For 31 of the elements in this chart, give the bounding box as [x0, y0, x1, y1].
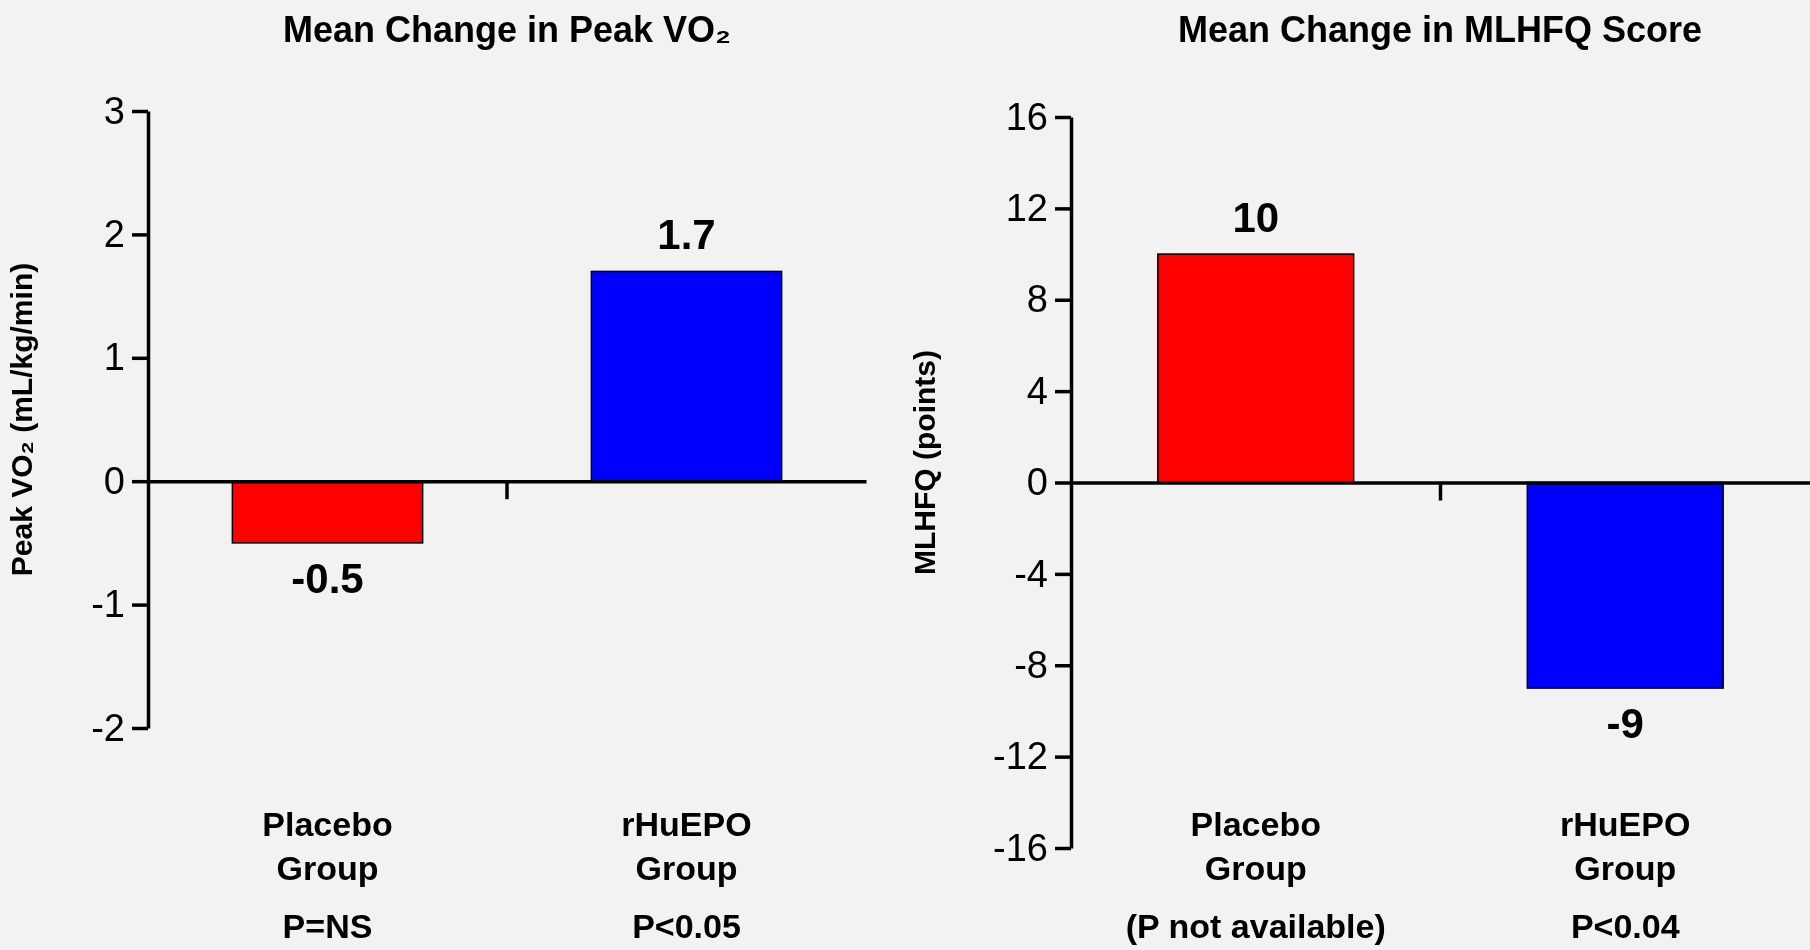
- x-tick-label: Placebo Group: [262, 805, 393, 887]
- text: P<0.05: [632, 907, 741, 945]
- text: (P not available): [1125, 907, 1386, 945]
- y-tick-label: 1: [103, 336, 125, 379]
- y-tick-label: -4: [1014, 552, 1048, 595]
- y-tick-label: 8: [1026, 278, 1048, 321]
- y-tick-label: -1: [91, 583, 125, 626]
- y-tick-label: -2: [91, 706, 125, 749]
- text: P<0.04: [1570, 907, 1680, 945]
- y-axis-title: MLHFQ (points): [908, 350, 941, 575]
- data-label: 10: [1232, 194, 1280, 242]
- y-tick-label: -12: [993, 735, 1048, 778]
- y-tick-label: 0: [103, 459, 125, 502]
- y-tick-label: 0: [1026, 461, 1048, 504]
- y-tick-label: -8: [1014, 643, 1048, 686]
- x-tick-label: rHuEPO Group: [621, 805, 752, 887]
- y-tick-label: 3: [103, 89, 125, 132]
- y-axis-title: Peak VO₂ (mL/kg/min): [5, 262, 38, 577]
- chart-title: Mean Change in Peak VO₂: [282, 9, 732, 50]
- y-tick-label: 12: [1005, 187, 1048, 230]
- y-tick-label: 2: [103, 213, 125, 256]
- text: P=NS: [282, 907, 373, 945]
- data-label: 1.7: [657, 211, 716, 259]
- data-label: -0.5: [291, 554, 364, 602]
- chart-title: Mean Change in MLHFQ Score: [1177, 9, 1703, 50]
- x-tick-label: rHuEPO Group: [1560, 805, 1691, 887]
- y-tick-label: -16: [993, 826, 1048, 869]
- y-tick-label: 4: [1026, 369, 1048, 412]
- data-label: -9: [1606, 700, 1644, 748]
- x-tick-label: Placebo Group: [1190, 805, 1321, 887]
- y-tick-label: 16: [1005, 95, 1048, 138]
